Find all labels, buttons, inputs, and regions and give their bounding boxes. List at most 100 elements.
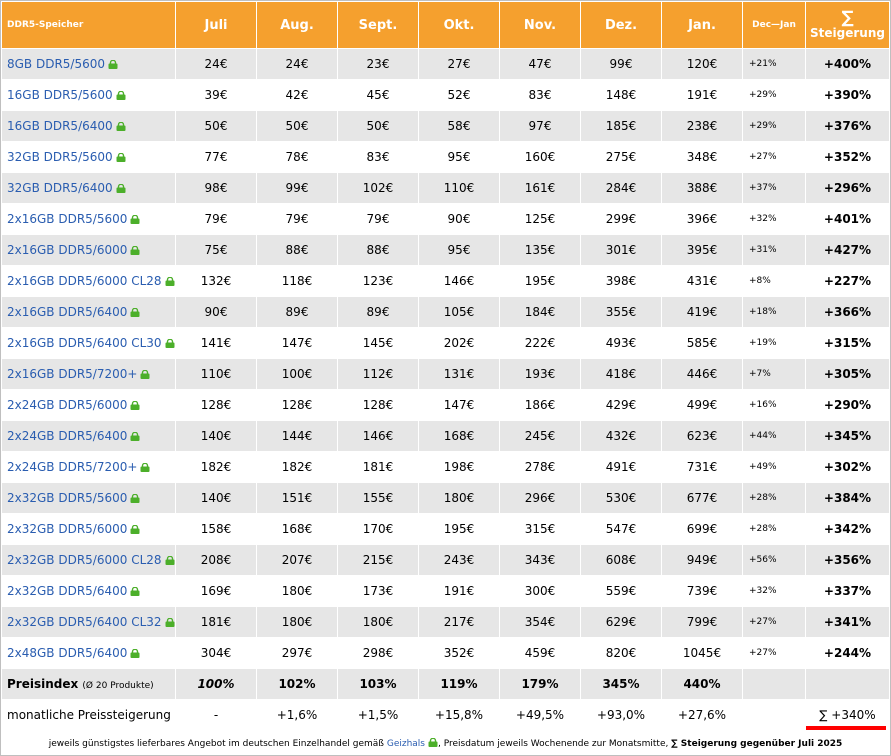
price-cell: 949€ [662,544,743,575]
header-month: Jan. [662,2,743,48]
price-cell: 88€ [338,234,419,265]
dec-jan-cell: +49% [743,451,806,482]
dec-jan-cell: +44% [743,420,806,451]
product-link[interactable]: 2x32GB DDR5/6400 CL32 [7,615,162,629]
table-row: 2x48GB DDR5/6400 304€ 297€ 298€ 352€ 459€ 820€… [2,637,889,668]
product-link[interactable]: 2x16GB DDR5/7200+ [7,367,138,381]
total-increase-cell: +366% [806,296,889,327]
price-cell: 296€ [500,482,581,513]
product-link[interactable]: 2x24GB DDR5/6000 [7,398,128,412]
table-row: 2x32GB DDR5/6000 CL28 208€ 207€ 215€ 243€ 343… [2,544,889,575]
price-cell: 195€ [500,265,581,296]
product-link[interactable]: 16GB DDR5/5600 [7,88,113,102]
price-index-label: Preisindex (Ø 20 Produkte) [2,668,176,699]
price-cell: 491€ [581,451,662,482]
price-cell: 140€ [176,482,257,513]
price-cell: 208€ [176,544,257,575]
total-increase-cell: +427% [806,234,889,265]
total-increase-cell: +401% [806,203,889,234]
price-cell: 27€ [419,48,500,79]
product-cell: 2x24GB DDR5/6400 [2,420,176,451]
price-cell: 304€ [176,637,257,668]
total-increase-cell: +345% [806,420,889,451]
lock-icon [140,370,150,379]
product-link[interactable]: 2x24GB DDR5/6400 [7,429,128,443]
price-cell: 158€ [176,513,257,544]
product-link[interactable]: 2x16GB DDR5/6400 CL30 [7,336,162,350]
product-link[interactable]: 2x32GB DDR5/6000 CL28 [7,553,162,567]
dec-jan-cell: +27% [743,141,806,172]
product-link[interactable]: 2x32GB DDR5/6000 [7,522,128,536]
product-link[interactable]: 2x32GB DDR5/6400 [7,584,128,598]
lock-icon [165,277,175,286]
table-row: 16GB DDR5/6400 50€ 50€ 50€ 58€ 97€ 185€ 238€ +29… [2,110,889,141]
header-total: ∑ Steigerung [806,2,889,48]
table-row: 32GB DDR5/6400 98€ 99€ 102€ 110€ 161€ 284€ 388€… [2,172,889,203]
price-cell: 820€ [581,637,662,668]
product-link[interactable]: 2x16GB DDR5/6000 [7,243,128,257]
header-row: DDR5-Speicher Juli Aug. Sept. Okt. Nov. … [2,2,889,48]
footer-source-link[interactable]: Geizhals [386,739,425,749]
monthly-cell: +27,6% [662,699,743,730]
price-cell: 151€ [257,482,338,513]
product-link[interactable]: 2x32GB DDR5/5600 [7,491,128,505]
sigma-symbol: ∑ [841,7,854,28]
price-cell: 145€ [338,327,419,358]
table-row: 2x24GB DDR5/6000 128€ 128€ 128€ 147€ 186€ 429€… [2,389,889,420]
lock-icon [116,153,126,162]
price-cell: 193€ [500,358,581,389]
price-cell: 355€ [581,296,662,327]
price-index-title: Preisindex [7,677,79,691]
price-cell: 83€ [338,141,419,172]
price-cell: 98€ [176,172,257,203]
product-link[interactable]: 2x16GB DDR5/6400 [7,305,128,319]
price-cell: 99€ [257,172,338,203]
product-link[interactable]: 16GB DDR5/6400 [7,119,113,133]
price-cell: 395€ [662,234,743,265]
price-cell: 623€ [662,420,743,451]
product-link[interactable]: 2x24GB DDR5/7200+ [7,460,138,474]
price-cell: 45€ [338,79,419,110]
table-row: 2x32GB DDR5/6400 169€ 180€ 173€ 191€ 300€ 559€… [2,575,889,606]
header-dec-jan: Dec—Jan [743,2,806,48]
price-cell: 140€ [176,420,257,451]
product-link[interactable]: 8GB DDR5/5600 [7,57,106,71]
lock-icon [130,246,140,255]
price-cell: 185€ [581,110,662,141]
product-link[interactable]: 32GB DDR5/5600 [7,150,113,164]
dec-jan-cell: +19% [743,327,806,358]
product-cell: 8GB DDR5/5600 [2,48,176,79]
product-link[interactable]: 2x16GB DDR5/5600 [7,212,128,226]
price-cell: 112€ [338,358,419,389]
price-cell: 396€ [662,203,743,234]
price-cell: 739€ [662,575,743,606]
price-cell: 180€ [257,575,338,606]
dec-jan-cell: +21% [743,48,806,79]
price-cell: 499€ [662,389,743,420]
lock-icon [130,587,140,596]
price-cell: 102€ [338,172,419,203]
total-increase-cell: +390% [806,79,889,110]
product-cell: 2x24GB DDR5/7200+ [2,451,176,482]
table-row: 2x24GB DDR5/7200+ 182€ 182€ 181€ 198€ 278€ 491… [2,451,889,482]
lock-icon [140,463,150,472]
product-link[interactable]: 2x48GB DDR5/6400 [7,646,128,660]
dec-jan-cell: +32% [743,575,806,606]
header-month: Dez. [581,2,662,48]
total-increase-cell: +244% [806,637,889,668]
lock-icon [165,339,175,348]
price-cell: 50€ [176,110,257,141]
footer-note: jeweils günstigstes lieferbares Angebot … [1,734,890,754]
product-link[interactable]: 32GB DDR5/6400 [7,181,113,195]
total-increase-cell: +290% [806,389,889,420]
product-cell: 2x32GB DDR5/6400 [2,575,176,606]
price-cell: 275€ [581,141,662,172]
index-cell: 440% [662,668,743,699]
price-index-sublabel: (Ø 20 Produkte) [82,681,154,691]
total-increase-cell: +341% [806,606,889,637]
price-cell: 278€ [500,451,581,482]
product-link[interactable]: 2x16GB DDR5/6000 CL28 [7,274,162,288]
dec-jan-cell: +27% [743,606,806,637]
total-increase-cell: +352% [806,141,889,172]
dec-jan-cell: +7% [743,358,806,389]
